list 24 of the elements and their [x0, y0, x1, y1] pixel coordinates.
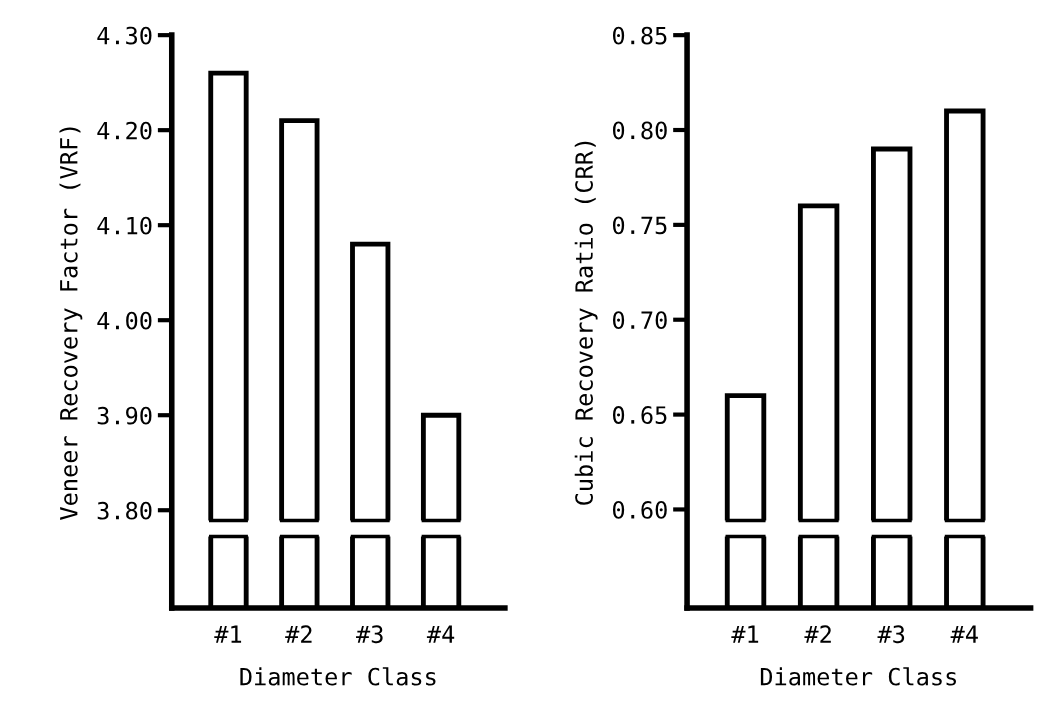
y-axis-title: Veneer Recovery Factor (VRF)	[59, 127, 83, 520]
y-tick-label: 0.75	[612, 216, 667, 235]
y-tick-label: 3.90	[97, 406, 152, 425]
x-axis-title: Diameter Class	[760, 667, 956, 686]
x-tick-label: #4	[950, 625, 978, 643]
y-tick-label: 3.80	[97, 501, 152, 520]
y-axis-title: Cubic Recovery Ratio (CRR)	[574, 141, 598, 505]
y-tick-label: 0.65	[612, 406, 667, 424]
y-tick-label: 4.10	[97, 216, 152, 235]
y-tick-label: 4.20	[97, 121, 152, 140]
x-tick-label: #4	[426, 625, 455, 643]
x-tick-label: #3	[356, 625, 383, 644]
x-axis-title: Diameter Class	[240, 667, 436, 686]
y-tick-label: 4.00	[97, 311, 152, 330]
y-tick-label: 4.30	[97, 26, 152, 45]
x-tick-label: #2	[285, 625, 312, 643]
y-tick-label: 0.80	[612, 121, 667, 140]
x-tick-label: #1	[214, 625, 242, 643]
x-tick-label: #2	[804, 625, 831, 643]
x-tick-label: #1	[731, 625, 759, 643]
y-tick-label: 0.60	[612, 500, 667, 519]
y-tick-label: 0.85	[612, 26, 667, 45]
x-tick-label: #3	[877, 625, 905, 644]
y-tick-label: 0.70	[612, 311, 667, 330]
